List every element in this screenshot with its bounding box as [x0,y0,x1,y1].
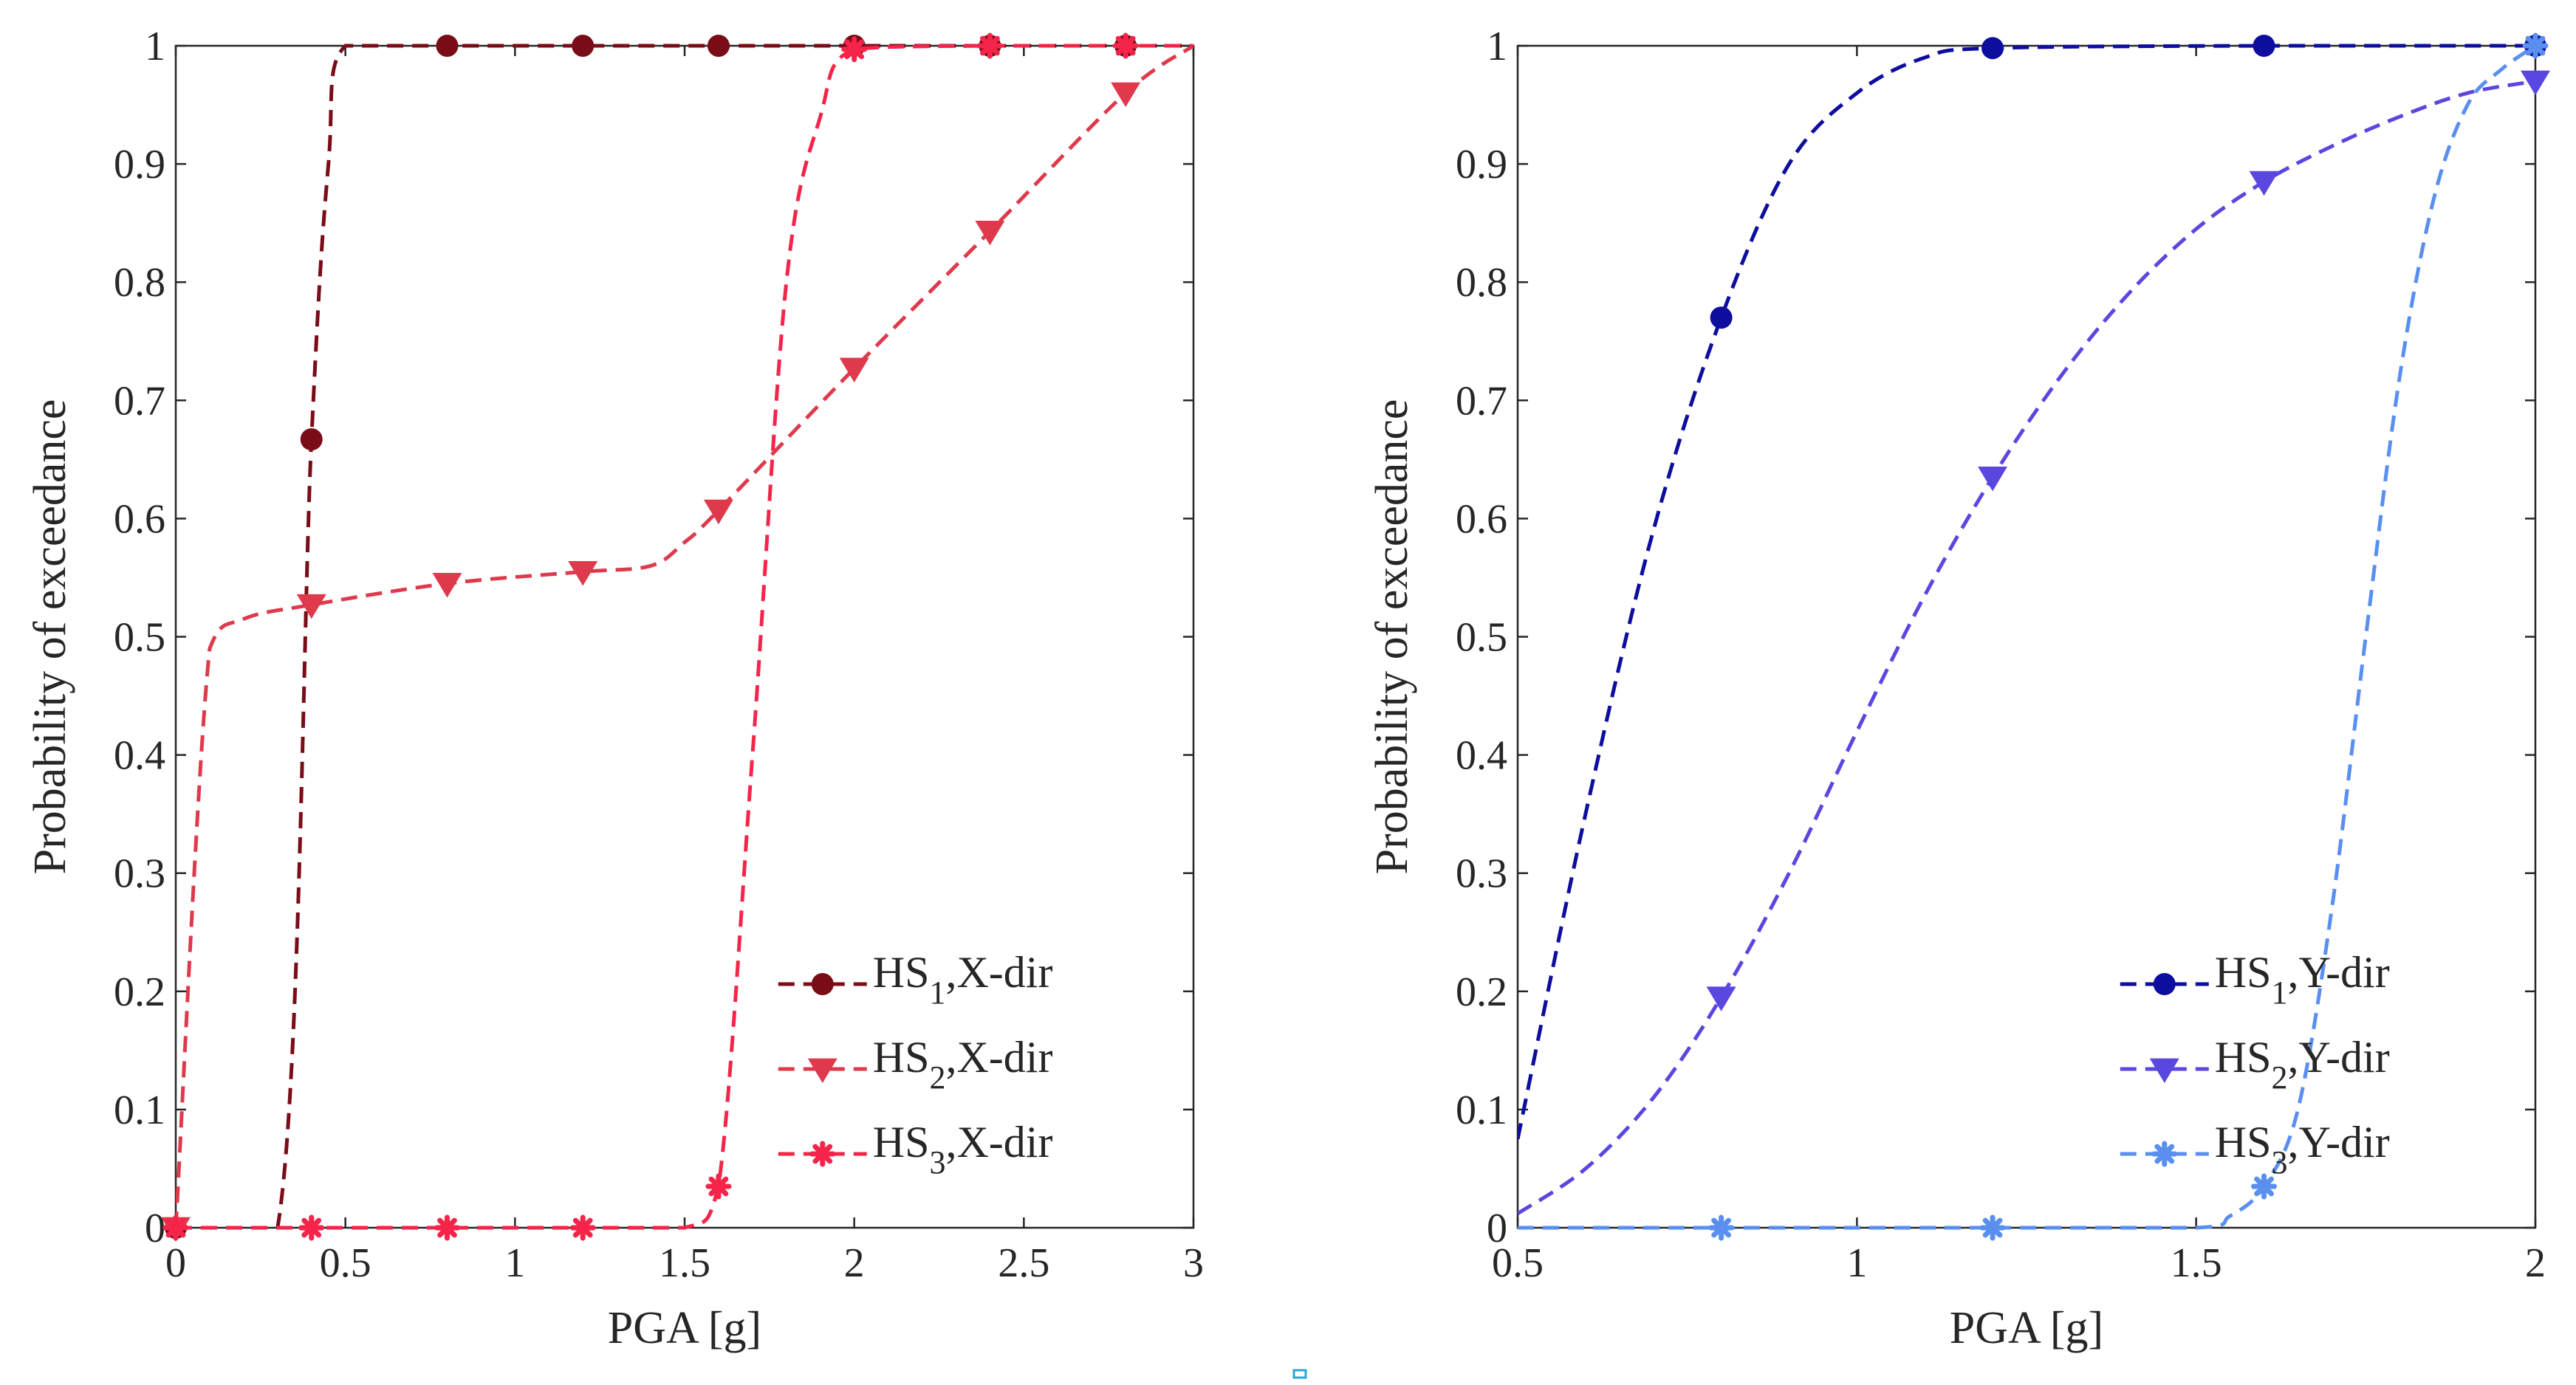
data-point-marker [707,35,730,57]
data-point-marker [1112,32,1139,59]
y-tick-label: 0 [145,1206,165,1251]
data-point-marker [300,428,323,451]
x-axis-label: PGA [g] [1950,1303,2103,1353]
y-tick-label: 0.6 [1456,496,1507,542]
x-tick-label: 1 [504,1240,525,1286]
legend-marker [811,973,834,995]
legend-marker [807,1058,837,1083]
data-point-marker [162,1214,189,1241]
legend-marker [809,1141,836,1167]
x-tick-label: 1.5 [659,1240,710,1286]
x-tick-label: 2 [844,1240,865,1286]
legend-label: HS3,Y-dir [2215,1118,2390,1180]
series-3 [162,32,1193,1241]
x-axis-label: PGA [g] [608,1303,761,1353]
y-tick-label: 0.4 [114,733,165,779]
small-artifact-mark [1292,1369,1307,1379]
data-point-marker [705,1173,732,1200]
x-tick-label: 0 [165,1240,186,1286]
y-tick-label: 0.3 [1456,851,1507,897]
y-tick-label: 0.2 [114,969,165,1015]
data-point-marker [434,1214,460,1241]
legend-marker [2151,1141,2178,1167]
legend-marker [2149,1058,2179,1083]
data-point-marker [1111,82,1141,108]
data-point-marker [2249,171,2279,196]
legend: HS1,Y-dir HS2,Y-dir HS3,Y-dir [2120,948,2390,1180]
series-2 [1518,70,2550,1215]
data-point-marker [436,35,459,57]
data-point-marker [569,1214,596,1241]
x-tick-label: 3 [1183,1240,1204,1286]
data-point-marker [572,35,595,57]
y-tick-label: 0.5 [1456,615,1507,661]
left-chart-x-direction: 0 0.5 1 1.5 2 2.5 3 0 0.1 0.2 0.3 0.4 0.5 0.6 0.7 0.8 0.… [25,24,1204,1353]
data-point-marker [1979,1214,2006,1241]
data-point-marker [2251,1173,2278,1200]
data-point-marker [1978,466,2008,492]
legend-entry-1: HS1,Y-dir [2120,948,2390,1011]
y-axis-label: Probability of exceedance [25,399,75,875]
legend-entry-3: HS3,Y-dir [2120,1118,2390,1180]
data-point-marker [1708,1214,1735,1241]
series-line [1518,44,2535,1230]
data-point-marker [1706,986,1736,1011]
data-point-marker [298,1214,325,1241]
data-point-marker [2253,35,2275,57]
y-axis-label: Probability of exceedance [1367,399,1417,875]
y-tick-label: 0.3 [114,851,165,897]
data-point-marker [432,573,462,598]
data-point-marker [976,32,1003,59]
y-tick-label: 0.9 [1456,142,1507,188]
legend: HS1,X-dir HS2,X-dir HS3,X-dir [778,948,1053,1180]
data-point-marker [568,561,598,586]
data-point-marker [703,499,733,525]
y-tick-label: 0.1 [114,1087,165,1133]
x-tick-label: 2.5 [998,1240,1049,1286]
data-point-marker [1710,306,1733,329]
y-tick-label: 0.7 [1456,378,1507,424]
data-point-marker [841,36,868,63]
legend-label: HS2,X-dir [873,1033,1053,1096]
legend-entry-1: HS1,X-dir [778,948,1053,1011]
x-tick-label: 2 [2525,1240,2546,1286]
data-point-marker [1981,37,2004,60]
legend-label: HS3,X-dir [873,1118,1053,1180]
y-tick-label: 1 [145,24,165,69]
legend-label: HS2,Y-dir [2215,1033,2390,1096]
legend-marker [2153,973,2176,995]
legend-label: HS1,Y-dir [2215,948,2390,1011]
legend-entry-2: HS2,X-dir [778,1033,1053,1096]
y-tick-label: 0.8 [1456,260,1507,306]
legend-label: HS1,X-dir [873,948,1053,1011]
data-point-marker [2521,70,2550,96]
y-tick-label: 0.2 [1456,969,1507,1015]
y-tick-label: 0.5 [114,615,165,661]
legend-entry-2: HS2,Y-dir [2120,1033,2390,1096]
series-line [176,44,1193,1230]
data-point-marker [296,594,326,619]
y-tick-label: 0.8 [114,260,165,306]
y-tick-label: 0.1 [1456,1087,1507,1133]
x-tick-label: 0.5 [1492,1240,1544,1286]
series-1 [1518,35,2546,1140]
y-tick-label: 0.7 [114,378,165,424]
series-line [1518,44,2535,1140]
y-tick-label: 1 [1487,24,1507,69]
series-3 [1518,32,2549,1241]
data-point-marker [975,220,1005,246]
right-chart-y-direction: 0.5 1 1.5 2 0 0.1 0.2 0.3 0.4 0.5 0.6 0.7 0.8 0.9 1 PGA… [1367,24,2550,1353]
x-tick-label: 1 [1846,1240,1867,1286]
y-tick-label: 0.4 [1456,733,1507,779]
y-tick-label: 0 [1487,1206,1507,1251]
legend-entry-3: HS3,X-dir [778,1118,1053,1180]
x-tick-label: 0.5 [320,1240,371,1286]
x-tick-label: 1.5 [2171,1240,2222,1286]
data-point-marker [839,357,869,383]
y-tick-label: 0.9 [114,142,165,188]
data-point-marker [2522,32,2549,59]
y-tick-label: 0.6 [114,496,165,542]
